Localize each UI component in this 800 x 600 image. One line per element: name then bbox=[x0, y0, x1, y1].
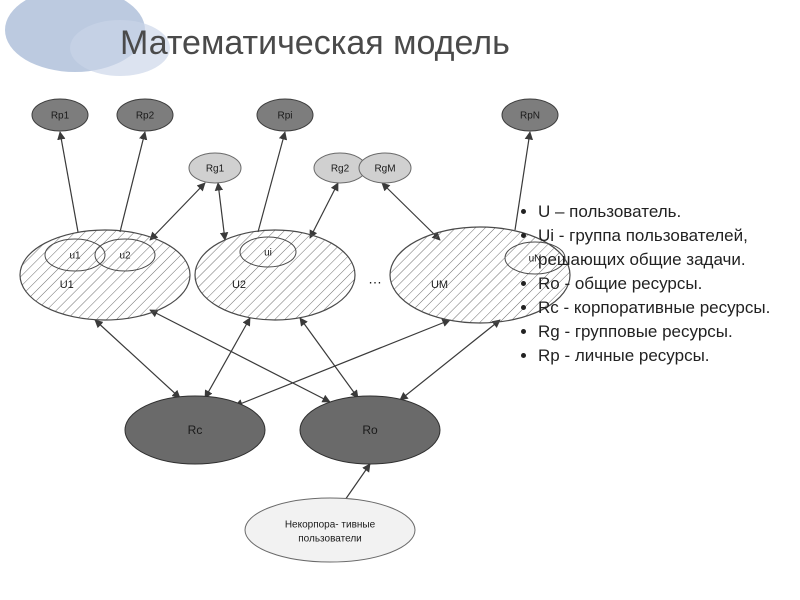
legend-item: U – пользователь. bbox=[538, 200, 790, 224]
noncorp-label: Некорпора- тивные bbox=[285, 520, 376, 531]
slide-canvas: Rp1Rp2RpiRpNRg1Rg2RgMU1u1u2U2uiUMuN…RcRo… bbox=[0, 0, 800, 600]
arrow bbox=[218, 183, 225, 240]
rg-node-label: RgM bbox=[374, 164, 395, 175]
noncorp-label: пользователи bbox=[298, 534, 362, 545]
user-group-label: U2 bbox=[232, 279, 246, 291]
arrow bbox=[345, 464, 370, 500]
legend-list: U – пользователь.Ui - группа пользовател… bbox=[520, 200, 790, 368]
arrow bbox=[300, 318, 358, 398]
legend-item: Ro - общие ресурсы. bbox=[538, 272, 790, 296]
ro-node-label: Ro bbox=[362, 423, 378, 437]
rp-node-label: Rp1 bbox=[51, 111, 70, 122]
arrow bbox=[382, 183, 440, 240]
legend-item: Rc - корпоративные ресурсы. bbox=[538, 296, 790, 320]
legend-item: Rp - личные ресурсы. bbox=[538, 344, 790, 368]
rg-node-label: Rg1 bbox=[206, 164, 225, 175]
legend-item: Ui - группа пользователей, решающих общи… bbox=[538, 224, 790, 272]
user-group-label: U1 bbox=[60, 279, 74, 291]
arrow bbox=[150, 310, 330, 402]
arrow bbox=[95, 320, 180, 398]
arrow bbox=[310, 183, 338, 238]
rp-node-label: RpN bbox=[520, 111, 540, 122]
arrow bbox=[400, 320, 500, 400]
page-title: Математическая модель bbox=[120, 24, 510, 63]
arrow bbox=[258, 132, 285, 232]
rp-node-label: Rpi bbox=[277, 111, 292, 122]
user-group-label: UM bbox=[431, 279, 448, 291]
arrow bbox=[60, 132, 78, 232]
ellipsis: … bbox=[368, 271, 382, 287]
user-sub-label: u1 bbox=[69, 251, 81, 262]
user-sub-label: u2 bbox=[119, 251, 131, 262]
arrow bbox=[235, 320, 450, 406]
rg-node-label: Rg2 bbox=[331, 164, 350, 175]
arrow bbox=[150, 183, 205, 240]
arrow bbox=[120, 132, 145, 232]
user-sub-label: ui bbox=[264, 248, 272, 259]
rp-node-label: Rp2 bbox=[136, 111, 155, 122]
legend-item: Rg - групповые ресурсы. bbox=[538, 320, 790, 344]
rc-node-label: Rc bbox=[188, 423, 203, 437]
